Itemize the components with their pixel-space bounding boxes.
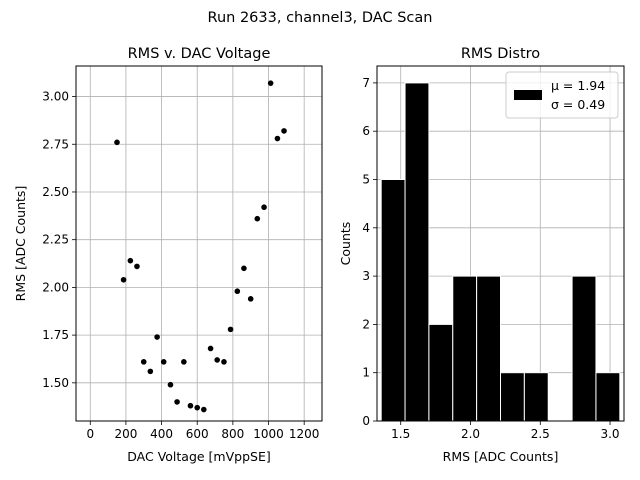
histogram-bars bbox=[380, 82, 621, 422]
x-tick-label: 2.5 bbox=[531, 427, 550, 441]
scatter-x-ticks: 0 200 400 600 800 1000 1200 bbox=[86, 421, 319, 441]
y-tick-label: 1 bbox=[362, 366, 370, 380]
x-tick-label: 600 bbox=[186, 427, 209, 441]
histogram-axes-frame bbox=[376, 65, 625, 422]
scatter-point bbox=[167, 381, 174, 388]
histogram-panel: 1.5 2.0 2.5 3.0 0 1 2 3 4 5 6 7 RMS Distro RMS [AD… bbox=[338, 46, 625, 464]
scatter-point bbox=[267, 80, 274, 86]
scatter-point bbox=[147, 368, 154, 375]
y-tick-label: 2.50 bbox=[42, 185, 69, 199]
histogram-title: RMS Distro bbox=[461, 46, 540, 62]
scatter-title: RMS v. DAC Voltage bbox=[128, 46, 271, 62]
scatter-point bbox=[241, 265, 247, 272]
scatter-point bbox=[261, 204, 267, 211]
scatter-point bbox=[221, 359, 227, 365]
scatter-axes-frame bbox=[75, 65, 323, 422]
y-tick-label: 6 bbox=[362, 124, 370, 138]
scatter-point bbox=[114, 139, 120, 146]
histogram-bar bbox=[476, 275, 502, 422]
scatter-x-axis-label: DAC Voltage [mVppSE] bbox=[127, 449, 270, 464]
scatter-point bbox=[134, 263, 140, 270]
scatter-y-ticks: 1.50 1.75 2.00 2.25 2.50 2.75 3.00 bbox=[42, 90, 76, 390]
x-tick-label: 1200 bbox=[289, 427, 320, 441]
y-tick-label: 3 bbox=[362, 269, 370, 283]
histogram-y-axis-label: Counts bbox=[338, 222, 353, 266]
histogram-bar bbox=[523, 372, 549, 422]
y-tick-label: 3.00 bbox=[42, 90, 69, 104]
x-tick-label: 200 bbox=[114, 427, 137, 441]
histogram-bar bbox=[452, 275, 478, 422]
scatter-point bbox=[174, 399, 180, 405]
scatter-point bbox=[274, 135, 281, 142]
scatter-y-axis-label: RMS [ADC Counts] bbox=[13, 186, 28, 302]
x-tick-label: 400 bbox=[150, 427, 173, 441]
scatter-point bbox=[214, 357, 220, 363]
y-tick-label: 2.00 bbox=[42, 280, 69, 294]
scatter-point bbox=[127, 257, 134, 264]
scatter-point bbox=[140, 359, 147, 365]
histogram-legend: μ = 1.94 σ = 0.49 bbox=[505, 71, 619, 119]
scatter-panel: 0 200 400 600 800 1000 1200 1.50 1.75 2.00 2.25 2.… bbox=[13, 46, 323, 464]
scatter-point bbox=[201, 406, 207, 413]
scatter-points bbox=[114, 80, 287, 413]
y-tick-label: 2.25 bbox=[42, 233, 69, 247]
scatter-point bbox=[207, 345, 214, 352]
x-tick-label: 3.0 bbox=[600, 427, 619, 441]
scatter-point bbox=[247, 296, 254, 302]
scatter-point bbox=[181, 359, 187, 365]
legend-sigma: σ = 0.49 bbox=[551, 97, 605, 112]
y-tick-label: 7 bbox=[362, 76, 370, 90]
histogram-bar bbox=[404, 82, 430, 422]
y-tick-label: 4 bbox=[362, 221, 370, 235]
figure-title: Run 2633, channel3, DAC Scan bbox=[208, 10, 433, 26]
y-tick-label: 2.75 bbox=[42, 137, 69, 151]
x-tick-label: 1000 bbox=[253, 427, 284, 441]
histogram-y-ticks: 0 1 2 3 4 5 6 7 bbox=[362, 76, 377, 428]
scatter-point bbox=[187, 402, 194, 409]
y-tick-label: 1.50 bbox=[42, 376, 69, 390]
x-tick-label: 800 bbox=[221, 427, 244, 441]
legend-swatch bbox=[514, 90, 542, 100]
scatter-point bbox=[281, 128, 287, 134]
scatter-point bbox=[254, 215, 261, 222]
histogram-bar bbox=[571, 275, 597, 422]
histogram-bar bbox=[428, 323, 454, 422]
scatter-point bbox=[154, 334, 160, 340]
scatter-point bbox=[194, 404, 201, 411]
scatter-grid bbox=[76, 66, 322, 421]
histogram-bar bbox=[595, 372, 621, 422]
scatter-point bbox=[120, 276, 127, 283]
x-tick-label: 2.0 bbox=[461, 427, 480, 441]
x-tick-label: 0 bbox=[86, 427, 94, 441]
legend-mean: μ = 1.94 bbox=[551, 78, 605, 93]
y-tick-label: 2 bbox=[362, 317, 370, 331]
scatter-point bbox=[234, 288, 241, 295]
scatter-point bbox=[227, 326, 234, 333]
scatter-point bbox=[160, 359, 167, 365]
histogram-x-ticks: 1.5 2.0 2.5 3.0 bbox=[391, 421, 620, 441]
histogram-bar bbox=[380, 179, 406, 422]
histogram-bar bbox=[500, 372, 525, 422]
x-tick-label: 1.5 bbox=[391, 427, 410, 441]
histogram-x-axis-label: RMS [ADC Counts] bbox=[443, 449, 559, 464]
legend-box bbox=[505, 71, 619, 119]
y-tick-label: 1.75 bbox=[42, 328, 69, 342]
y-tick-label: 0 bbox=[362, 414, 370, 428]
y-tick-label: 5 bbox=[362, 173, 370, 187]
